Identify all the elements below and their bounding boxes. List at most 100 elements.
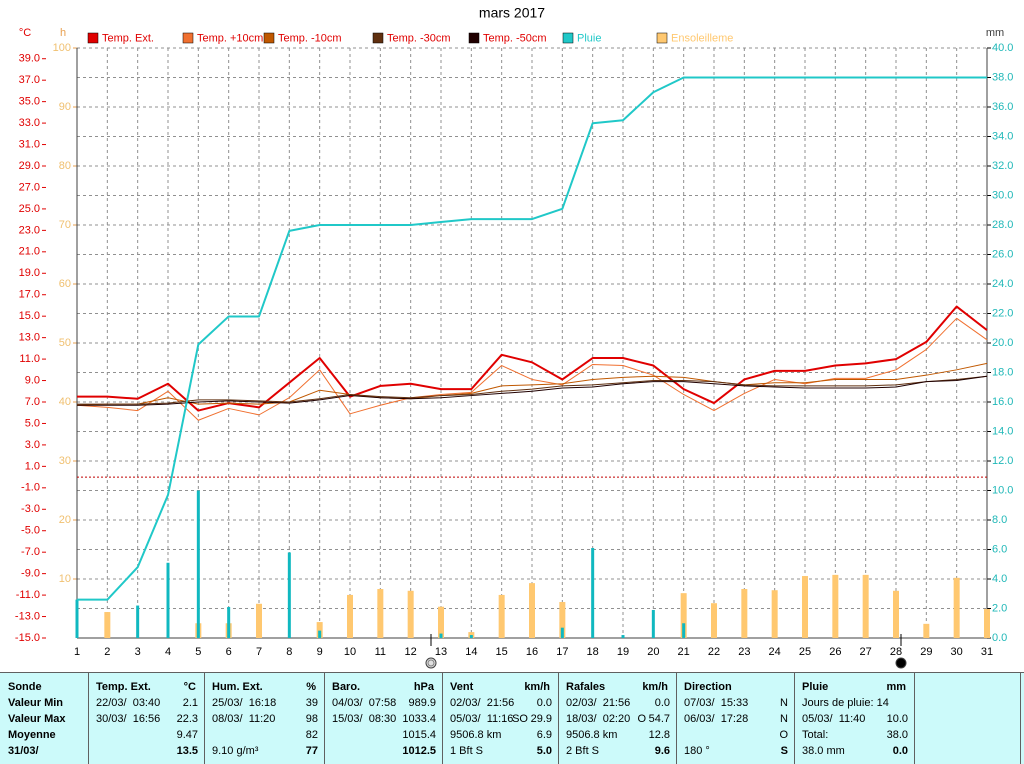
plot-area: 1 2 3 4 5 6 7 8 9 10 11 12 13 14 15 16 17 18 19 20 21 22 23 24 2… — [15, 42, 1014, 658]
y2-tick-label: 30.0 — [992, 189, 1013, 201]
cell-left: Total: — [802, 729, 828, 741]
legend-swatch — [372, 32, 384, 44]
y-tick-label: 27.0 — [19, 181, 40, 193]
bar — [802, 576, 808, 638]
bar — [316, 622, 323, 638]
cell-right: 9.47 — [177, 729, 198, 741]
cell-left: 2 Bft S — [566, 745, 599, 757]
row-label: Valeur Min — [8, 697, 63, 709]
bar — [953, 577, 960, 638]
bar — [439, 633, 443, 638]
cell-right: 98 — [306, 713, 318, 725]
x-tick-label: 20 — [647, 646, 659, 658]
x-tick-label: 11 — [375, 646, 386, 658]
bar — [166, 562, 170, 638]
legend-label: Temp. -10cm — [278, 32, 342, 44]
bar — [741, 589, 748, 638]
column-unit: km/h — [524, 681, 550, 693]
bar — [104, 612, 111, 638]
y2-tick-label: 16.0 — [992, 396, 1013, 408]
y3-tick-label: 70 — [59, 219, 71, 231]
x-tick-label: 29 — [920, 646, 932, 658]
legend-swatch — [468, 32, 480, 44]
x-tick-label: 27 — [860, 646, 872, 658]
cell-left: 02/03/ 21:56 — [450, 697, 514, 709]
legend-label: Pluie — [577, 32, 601, 44]
bar — [498, 594, 505, 638]
cell-left: 04/03/ 07:58 — [332, 697, 396, 709]
x-tick-label: 9 — [317, 646, 323, 658]
cell-left: 180 ° — [684, 745, 710, 757]
bar — [559, 602, 566, 638]
y3-tick-label: 80 — [59, 160, 71, 172]
x-tick-label: 14 — [465, 646, 477, 658]
x-tick-label: 22 — [708, 646, 720, 658]
bar — [469, 635, 473, 638]
legend-label: Temp. -30cm — [387, 32, 451, 44]
y3-tick-label: 40 — [59, 396, 71, 408]
y-tick-label: 11.0 — [19, 353, 40, 365]
cell-mid: O — [637, 713, 646, 725]
x-tick-label: 23 — [738, 646, 750, 658]
bar — [377, 589, 384, 638]
bar — [621, 635, 625, 638]
cell-left: 08/03/ 11:20 — [212, 713, 275, 725]
line-series — [77, 375, 988, 405]
x-tick-label: 6 — [226, 646, 232, 658]
x-tick-label: 1 — [74, 646, 80, 658]
line-series — [77, 76, 987, 601]
y-tick-label: 13.0 — [19, 332, 40, 344]
cell-left: 02/03/ 21:56 — [566, 697, 630, 709]
y2-tick-label: 24.0 — [992, 278, 1013, 290]
cell-left: 9.10 g/m³ — [212, 745, 259, 757]
cell-right: 5.0 — [537, 745, 552, 757]
column-title: Pluie — [802, 681, 828, 693]
x-tick-label: 4 — [165, 646, 171, 658]
bar — [560, 627, 564, 638]
y2-tick-label: 40.0 — [992, 42, 1013, 54]
cell-right: N — [780, 697, 788, 709]
bar — [287, 552, 291, 638]
x-tick-label: 5 — [195, 646, 201, 658]
cell-right: 77 — [306, 745, 318, 757]
chart-title: mars 2017 — [479, 5, 545, 21]
y-tick-label: 15.0 — [19, 310, 40, 322]
x-tick-label: 31 — [981, 646, 993, 658]
legend-label: Temp. Ext. — [102, 32, 154, 44]
cell-right: 9.6 — [655, 745, 670, 757]
y-tick-label: -7.0 — [21, 546, 40, 558]
legend-swatch — [87, 32, 99, 44]
legend-label: Temp. +10cm — [197, 32, 263, 44]
bar — [591, 548, 595, 638]
cell-right: 12.8 — [649, 729, 670, 741]
x-tick-label: 16 — [526, 646, 538, 658]
row-label: Moyenne — [8, 729, 56, 741]
stats-table: Sonde Valeur Min Valeur Max Moyenne 31/03/Te… — [0, 672, 1024, 764]
cell-right: 1012.5 — [402, 745, 436, 757]
x-tick-label: 17 — [556, 646, 568, 658]
cell-left: 9506.8 km — [450, 729, 501, 741]
y3-tick-label: 90 — [59, 101, 71, 113]
x-tick-label: 21 — [678, 646, 690, 658]
y3-tick-label: 60 — [59, 278, 71, 290]
x-tick-label: 13 — [435, 646, 447, 658]
row-label: Valeur Max — [8, 713, 66, 725]
y2-tick-label: 10.0 — [992, 484, 1013, 496]
table-background — [0, 672, 1024, 764]
x-tick-label: 7 — [256, 646, 262, 658]
cell-right: 2.1 — [183, 697, 198, 709]
cell-right: 10.0 — [887, 713, 908, 725]
x-tick-label: 18 — [587, 646, 599, 658]
y-tick-label: 5.0 — [25, 417, 40, 429]
x-tick-label: 30 — [951, 646, 963, 658]
legend-swatch — [656, 32, 668, 44]
y-tick-label: 19.0 — [19, 267, 40, 279]
bar — [651, 609, 655, 638]
bar — [136, 605, 140, 638]
bar — [771, 590, 778, 638]
cell-left: 18/03/ 02:20 — [566, 713, 630, 725]
y-tick-label: -9.0 — [21, 568, 40, 580]
y-tick-label: -11.0 — [16, 589, 40, 601]
column-title: Temp. Ext. — [96, 681, 151, 693]
y-tick-label: 25.0 — [19, 203, 40, 215]
